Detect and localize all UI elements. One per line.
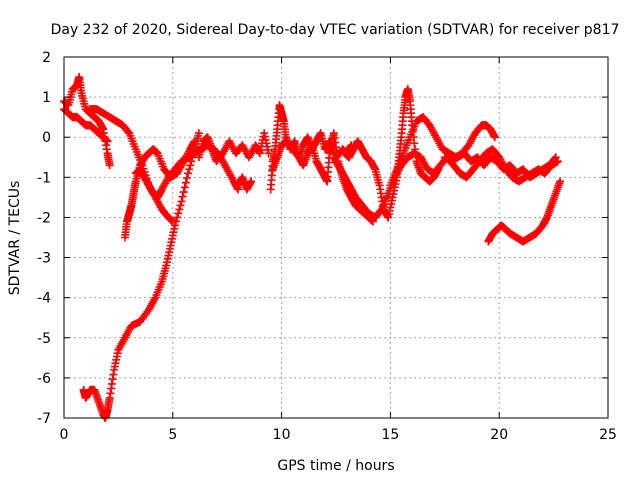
data-point-arc-4 <box>176 201 185 210</box>
y-tick-label: -7 <box>37 411 51 427</box>
data-point-arc-4 <box>177 197 186 206</box>
data-point-arc-15 <box>556 177 565 186</box>
axis-ticks <box>63 56 609 419</box>
data-points <box>60 73 565 422</box>
data-point-arc-4 <box>173 213 182 222</box>
x-tick-label: 10 <box>273 427 291 443</box>
data-point-arc-4 <box>186 161 195 170</box>
data-point-arc-4 <box>175 205 184 214</box>
y-tick-label: -4 <box>37 291 51 307</box>
x-tick-label: 25 <box>599 427 617 443</box>
x-tick-label: 5 <box>168 427 177 443</box>
data-point-arc-3 <box>124 127 133 136</box>
data-point-arc-4 <box>170 221 179 230</box>
plot-frame <box>63 56 609 419</box>
data-point-arc-13 <box>490 133 499 142</box>
x-axis-label: GPS time / hours <box>277 458 394 474</box>
data-point-arc-14 <box>550 154 559 163</box>
data-point-arc-8 <box>247 177 256 186</box>
data-point-arc-12 <box>434 165 443 174</box>
x-tick-label: 0 <box>60 427 69 443</box>
data-point-arc-2 <box>105 161 114 170</box>
y-tick-label: -2 <box>37 210 51 226</box>
y-tick-label: 1 <box>42 90 51 106</box>
x-tick-label: 15 <box>381 427 399 443</box>
y-tick-label: -3 <box>37 251 51 267</box>
y-axis-label: SDTVAR / TECUs <box>7 181 23 296</box>
y-tick-label: 0 <box>42 130 51 146</box>
data-point-arc-4 <box>172 217 181 226</box>
data-point-arc-4 <box>194 129 203 138</box>
y-tick-label: -5 <box>37 331 51 347</box>
data-point-arc-4 <box>182 174 191 183</box>
data-point-arc-4 <box>184 169 193 178</box>
data-point-arc-4 <box>174 209 183 218</box>
data-point-arc-5 <box>190 137 199 146</box>
chart-title: Day 232 of 2020, Sidereal Day-to-day VTE… <box>51 22 620 38</box>
data-point-arc-4 <box>179 188 188 197</box>
data-point-arc-4 <box>185 165 194 174</box>
data-point-arc-14 <box>551 153 560 162</box>
x-tick-label: 20 <box>490 427 508 443</box>
data-point-arc-4 <box>178 192 187 201</box>
tick-labels: 0 5 10 15 20 25 -7 -6 -5 -4 -3 -2 -1 0 1 2 <box>37 50 617 443</box>
data-point-arc-4 <box>181 178 190 187</box>
data-point-arc-4 <box>180 183 189 192</box>
y-tick-label: -1 <box>37 170 51 186</box>
y-tick-label: 2 <box>42 50 51 66</box>
y-tick-label: -6 <box>37 371 51 387</box>
